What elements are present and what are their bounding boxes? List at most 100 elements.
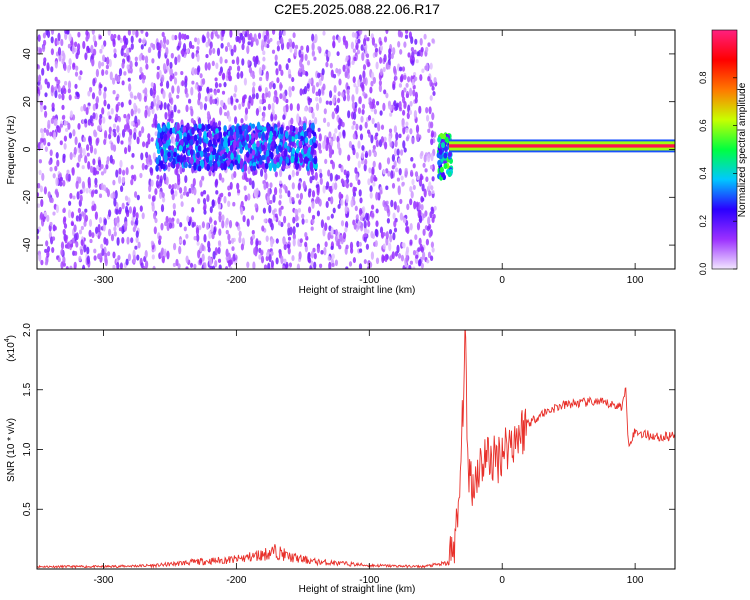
spectrogram-cell — [226, 42, 231, 48]
snr-series-line — [37, 330, 675, 569]
spectrogram-cell — [221, 177, 225, 183]
spectrogram-cell — [395, 103, 399, 111]
spectrogram-cell — [229, 163, 234, 171]
spectrogram-cell — [282, 30, 287, 37]
spectrogram-cell — [287, 58, 291, 63]
spectrogram-cell — [118, 206, 122, 213]
spectrogram-cell — [188, 98, 192, 104]
spectrogram-cell — [407, 52, 411, 58]
spectrogram-cell — [59, 140, 63, 146]
spectrogram-cell — [229, 181, 233, 190]
spectrogram-cell — [57, 32, 61, 42]
spectrogram-cell — [89, 86, 93, 93]
spectrogram-cell — [44, 248, 48, 253]
spectrogram-cell — [103, 138, 107, 146]
spectrogram-cell — [399, 212, 403, 221]
spectrogram-cell — [46, 81, 51, 89]
spectrogram-cell — [176, 94, 180, 99]
spectrogram-cell — [402, 126, 406, 135]
spectrogram-cell — [390, 199, 394, 208]
spectrogram-cell — [58, 93, 62, 100]
spectrogram-cell — [157, 138, 162, 144]
spectrogram-cell — [288, 134, 292, 143]
spectrogram-cell — [89, 115, 93, 124]
spectrogram-cell — [308, 206, 312, 214]
spectrogram-cell — [104, 254, 108, 264]
spectrogram-cell — [98, 159, 102, 168]
spectrogram-cell — [290, 155, 295, 164]
spectrogram-cell — [150, 167, 154, 174]
spectrogram-cell — [310, 226, 314, 231]
spectrogram-cell — [261, 131, 266, 141]
spectrogram-cell — [251, 86, 256, 95]
spectrogram-cell — [396, 244, 400, 254]
spectrogram-cell — [403, 41, 407, 48]
spectrogram-cell — [382, 102, 386, 112]
spectrogram-cell — [355, 173, 359, 181]
spectrogram-cell — [152, 152, 156, 160]
spectrogram-cell — [361, 103, 366, 110]
spectrogram-cell — [124, 221, 128, 228]
spectrogram-cell — [393, 201, 397, 211]
spectrogram-cell — [120, 185, 124, 193]
spectrogram-cell — [357, 160, 361, 169]
spectrogram-cell — [157, 50, 161, 59]
spectrogram-cell — [95, 68, 99, 78]
spectrogram-cell — [422, 228, 426, 236]
spectrogram-cell — [211, 265, 216, 269]
spectrogram-cell — [129, 60, 133, 70]
spectrogram-cell — [369, 191, 373, 199]
spectrogram-cell — [286, 244, 290, 249]
spectrogram-cell — [113, 33, 117, 39]
spectrogram-cell — [65, 266, 69, 269]
spectrogram-cell — [141, 126, 145, 134]
spectrogram-cell — [420, 150, 424, 157]
spectrogram-cell — [386, 157, 391, 165]
spectrogram-cell — [191, 221, 195, 228]
spectrogram-cell — [385, 185, 389, 191]
spectrogram-cell — [243, 163, 248, 172]
spectrogram-cell — [266, 43, 270, 49]
spectrogram-cell — [347, 154, 351, 162]
spectrogram-cell — [242, 30, 246, 35]
spectrogram-cell — [362, 91, 366, 97]
spectrogram-cell — [98, 252, 103, 259]
spectrogram-cell — [78, 255, 82, 262]
spectrogram-cell — [201, 244, 205, 252]
spectrogram-cell — [147, 138, 151, 145]
spectrogram-cell — [219, 155, 223, 162]
spectrogram-cell — [177, 54, 181, 63]
spectrogram-cell — [37, 34, 41, 42]
spectrogram-cell — [330, 213, 334, 219]
spectrogram-cell — [330, 234, 334, 239]
spectrogram-cell — [57, 257, 61, 263]
spectrogram-cell — [145, 151, 149, 159]
spectrogram-cell — [135, 217, 139, 226]
spectrogram-cell — [150, 82, 154, 88]
spectrogram-cell — [165, 46, 169, 56]
spectrogram-cell — [112, 39, 116, 48]
spectrogram-cell — [191, 126, 195, 135]
spectrogram-cell — [218, 143, 222, 152]
spectrogram-cell — [388, 128, 393, 133]
spectrogram-cell — [49, 131, 53, 137]
spectrogram-cell — [279, 169, 283, 178]
spectrogram-cell — [412, 163, 416, 169]
spectrogram-cell — [69, 192, 73, 199]
spectrogram-cell — [182, 239, 186, 246]
spectrogram-cell — [391, 251, 395, 260]
spectrogram-cell — [78, 176, 82, 184]
spectrogram-cell — [329, 90, 333, 99]
spectrogram-cell — [354, 101, 358, 109]
spectrogram-cell — [91, 53, 95, 60]
spectrogram-cell — [207, 246, 211, 253]
colorbar: 0.00.20.40.60.8 Normalized spectral ampl… — [698, 29, 748, 275]
spectrogram-cell — [271, 140, 275, 147]
spectrogram-cell — [128, 99, 132, 106]
spectrogram-cell — [283, 141, 288, 149]
spectrogram-cell — [411, 78, 415, 87]
spectrogram-cell — [409, 239, 413, 246]
spectrogram-cell — [409, 128, 413, 135]
